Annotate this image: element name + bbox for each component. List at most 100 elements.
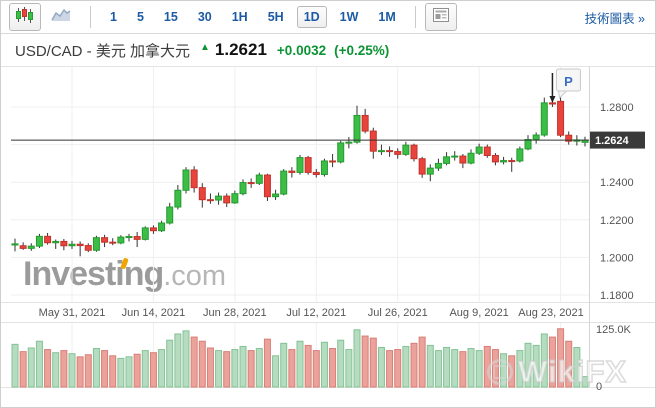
volume-bar	[84, 354, 92, 388]
candle-body	[109, 241, 117, 244]
candle-body	[52, 240, 60, 244]
volume-bar	[239, 345, 247, 388]
volume-bar	[329, 348, 337, 388]
volume-bar	[92, 348, 100, 388]
volume-bar	[524, 342, 532, 388]
volume-bar	[35, 340, 43, 388]
technical-chart-link[interactable]: 技術圖表 »	[584, 11, 645, 26]
candle-body	[377, 150, 385, 153]
timeframe-15[interactable]: 15	[163, 10, 178, 24]
candle-body	[394, 151, 402, 155]
volume-bar	[557, 328, 565, 388]
candle-body	[418, 158, 426, 175]
volume-bar	[109, 355, 117, 388]
candle-body	[508, 160, 516, 163]
candle-body	[255, 174, 263, 184]
wikifx-logo-icon	[487, 359, 513, 385]
chart-toolbar: 1 5 15 30 1H 5H 1D 1W 1M 技術圖表 »	[1, 1, 655, 34]
volume-bar	[231, 349, 239, 388]
volume-bar	[540, 333, 548, 388]
price-volume-chart[interactable]: May 31, 2021 Jun 14, 2021 Jun 28, 2021 Jul …	[1, 67, 655, 407]
volume-bar	[353, 329, 361, 388]
volume-bar	[581, 376, 589, 388]
instrument-title: USD/CAD - 美元 加拿大元	[15, 42, 191, 60]
candle-body	[426, 167, 434, 175]
candle-body	[557, 100, 565, 136]
candle-body	[117, 236, 125, 244]
volume-bar	[532, 344, 540, 388]
volume-bar	[418, 336, 426, 388]
volume-bar	[272, 355, 280, 388]
volume-bar	[60, 350, 68, 388]
candle-body	[272, 193, 280, 198]
volume-axis-max-label: 125.0K	[596, 324, 632, 336]
candle-body	[483, 146, 491, 157]
price-axis-label: 1.1800	[600, 290, 634, 302]
price-change-percent: (+0.25%)	[334, 42, 390, 58]
candle-body	[491, 155, 499, 163]
wikifx-watermark: WikiFX	[487, 353, 627, 390]
candle-body	[280, 170, 288, 195]
news-panel-button[interactable]	[424, 3, 457, 31]
volume-bar	[565, 340, 573, 388]
volume-bar	[345, 349, 353, 388]
volume-bar	[434, 350, 442, 388]
timeframe-group: 1 5 15 30 1H 5H 1D 1W 1M	[100, 6, 406, 28]
line-chart-button[interactable]	[45, 3, 77, 31]
candle-body	[231, 193, 239, 204]
volume-bar	[182, 330, 190, 388]
candle-body	[60, 240, 68, 247]
last-price: 1.2621	[214, 40, 267, 59]
candle-body	[443, 156, 451, 164]
candle-body	[11, 243, 19, 246]
volume-bar	[394, 349, 402, 388]
volume-bar	[215, 350, 223, 388]
candle-body	[475, 146, 483, 154]
timeframe-1h[interactable]: 1H	[231, 10, 248, 24]
candle-body	[149, 227, 157, 232]
volume-bar	[11, 343, 19, 388]
candle-body	[337, 142, 345, 163]
timeframe-1m[interactable]: 1M	[378, 10, 396, 24]
candlestick-chart-icon	[15, 6, 35, 29]
timeframe-1d[interactable]: 1D	[296, 6, 327, 28]
candle-body	[166, 206, 174, 224]
event-flag-label: P	[564, 74, 573, 89]
candle-body	[35, 235, 43, 247]
volume-bar	[451, 349, 459, 388]
volume-axis-min-label: 0	[596, 381, 602, 393]
volume-bar	[288, 349, 296, 388]
toolbar-divider	[414, 6, 416, 28]
candle-body	[467, 152, 475, 164]
news-panel-icon	[432, 7, 450, 28]
candle-body	[84, 245, 92, 251]
volume-bar	[475, 350, 483, 388]
volume-bar	[149, 352, 157, 388]
candlestick-chart-button[interactable]	[9, 3, 41, 31]
candle-body	[434, 162, 442, 169]
investing-brand-text: Investing	[23, 255, 164, 293]
candle-body	[524, 139, 532, 150]
volume-bar	[467, 348, 475, 388]
timeframe-5[interactable]: 5	[136, 10, 144, 24]
timeframe-1[interactable]: 1	[110, 10, 117, 24]
timeframe-1w[interactable]: 1W	[339, 10, 359, 24]
candle-body	[19, 245, 27, 249]
candle-body	[296, 157, 304, 173]
event-flag-box[interactable]	[555, 68, 581, 92]
date-axis-label: Jun 28, 2021	[203, 307, 267, 319]
timeframe-30[interactable]: 30	[197, 10, 212, 24]
volume-bar	[174, 333, 182, 388]
timeframe-5h[interactable]: 5H	[267, 10, 284, 24]
volume-bar	[141, 350, 149, 388]
candle-body	[27, 245, 35, 249]
volume-bar	[206, 347, 214, 388]
volume-bar	[255, 348, 263, 388]
candle-body	[68, 243, 76, 247]
date-axis-label: Aug 9, 2021	[449, 307, 508, 319]
quote-header: USD/CAD - 美元 加拿大元 ▲ 1.2621 +0.0032 (+0.2…	[1, 34, 655, 67]
volume-bar	[247, 350, 255, 388]
volume-bar	[166, 339, 174, 388]
volume-bar	[280, 342, 288, 388]
